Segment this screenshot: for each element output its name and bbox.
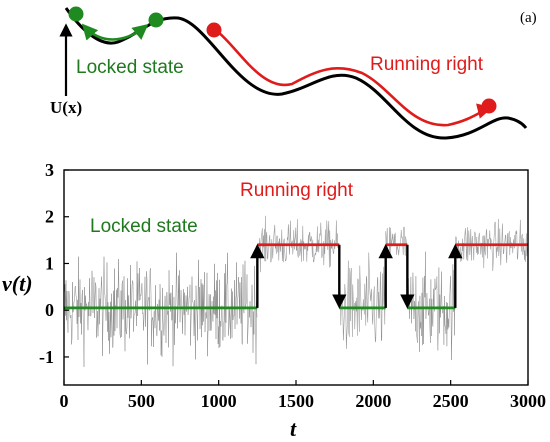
mean-levels xyxy=(64,243,528,310)
running-particle-start xyxy=(206,22,222,38)
schematic-running-label: Running right xyxy=(370,54,484,75)
x-tick-label: 2500 xyxy=(433,391,469,411)
trace-segment-0 xyxy=(63,252,258,367)
y-axis-label: v(t) xyxy=(2,271,33,296)
x-tick-label: 1000 xyxy=(201,391,237,411)
panel-label: (a) xyxy=(520,10,537,26)
running-particle-end xyxy=(481,98,497,114)
potential-schematic: (a) U(x) Locked state Running right xyxy=(50,6,537,140)
trace-segment-4 xyxy=(407,251,456,361)
schematic-locked-label: Locked state xyxy=(76,57,184,78)
y-tick-label: -1 xyxy=(39,347,54,367)
y-tick-label: 3 xyxy=(45,160,54,180)
x-tick-label: 3000 xyxy=(510,391,546,411)
y-tick-label: 1 xyxy=(45,253,54,273)
x-axis-label: t xyxy=(290,416,297,441)
y-tick-label: 2 xyxy=(45,207,54,227)
transition-arrows xyxy=(250,243,463,309)
locked-particle-left xyxy=(68,6,84,22)
x-tick-label: 1500 xyxy=(278,391,314,411)
trace-segment-2 xyxy=(339,252,386,349)
locked-oscillation-arrow xyxy=(81,23,149,41)
plot-frame xyxy=(63,169,529,386)
locked-particle-right xyxy=(148,12,164,28)
trace-segment-1 xyxy=(257,215,339,273)
x-tick-label: 500 xyxy=(128,391,155,411)
x-tick-label: 0 xyxy=(60,391,69,411)
trace-segment-5 xyxy=(455,218,529,272)
chart-locked-label: Locked state xyxy=(90,216,198,237)
velocity-chart: 0 500 1000 1500 2000 2500 3000 -1 0 1 2 3 Locked s… xyxy=(2,160,546,441)
x-axis-ticks: 0 500 1000 1500 2000 2500 3000 xyxy=(60,380,546,411)
running-path xyxy=(217,30,494,127)
trace-segment-3 xyxy=(385,226,408,257)
x-tick-label: 2000 xyxy=(355,391,391,411)
velocity-trace xyxy=(63,215,529,367)
potential-axis-label: U(x) xyxy=(50,98,82,117)
chart-running-label: Running right xyxy=(240,180,354,201)
y-axis-ticks: -1 0 1 2 3 xyxy=(39,160,69,367)
y-tick-label: 0 xyxy=(45,300,54,320)
